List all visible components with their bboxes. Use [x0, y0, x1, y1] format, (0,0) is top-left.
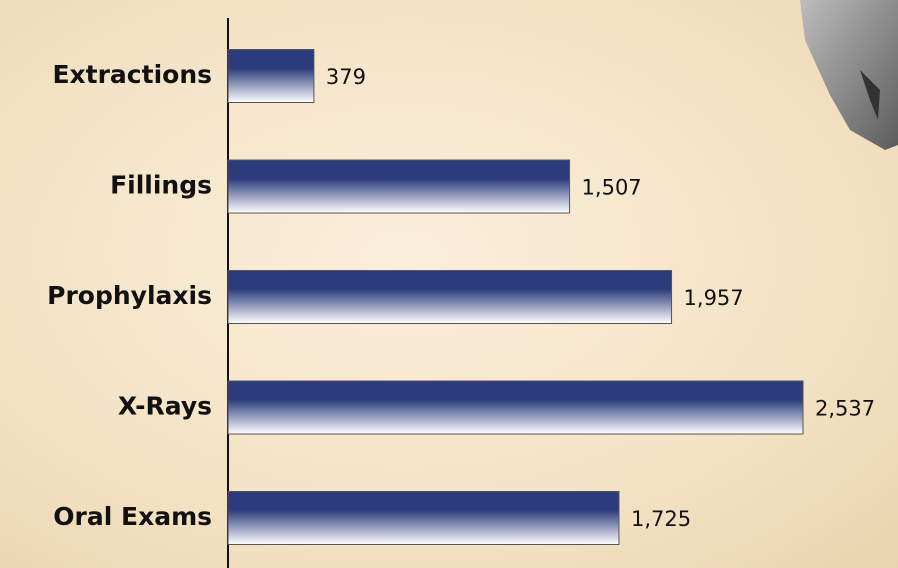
bar [227, 491, 620, 545]
category-label: Fillings [110, 171, 212, 200]
bar [227, 270, 673, 324]
value-label: 1,957 [684, 286, 744, 310]
decoration [860, 70, 880, 120]
category-label: X-Rays [118, 392, 212, 421]
category-label: Extractions [52, 60, 212, 89]
bar [227, 49, 315, 103]
bar [227, 380, 804, 435]
decoration [800, 0, 898, 150]
category-label: Prophylaxis [47, 281, 212, 310]
value-label: 1,507 [582, 176, 642, 200]
bar [227, 159, 571, 214]
value-label: 2,537 [815, 397, 875, 421]
value-label: 379 [326, 65, 366, 89]
category-label: Oral Exams [53, 502, 212, 531]
value-label: 1,725 [631, 507, 691, 531]
